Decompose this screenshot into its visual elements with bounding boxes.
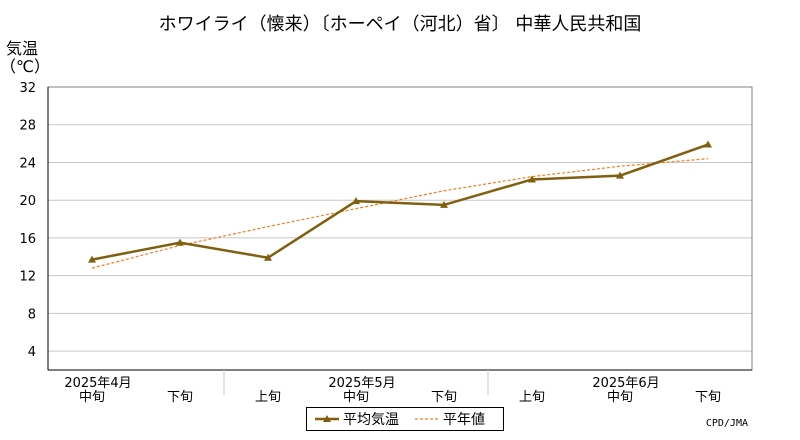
series-line-normal [91,158,709,269]
y-tick-label-12: 12 [19,270,36,285]
legend-label-normal: 平年値 [443,412,485,428]
x-axis: 中旬 下旬 上旬 中旬 下旬 上旬 中旬 下旬 2025年4月 2025年5月 2025年6月 [64,370,721,405]
legend-item-average: 平均気温 [315,409,399,429]
data-point-average-6 [616,171,624,179]
y-tick-label-4: 4 [28,345,36,360]
data-point-average-3 [352,197,360,205]
series-line-average [91,143,709,261]
series-group [88,140,712,269]
y-tick-label-8: 8 [28,307,36,322]
y-tick-label-24: 24 [19,156,36,171]
y-tick-label-32: 32 [19,81,36,96]
data-point-average-5 [528,175,536,183]
y-axis-label: 気温 （℃） [0,39,50,76]
data-point-average-2 [264,253,272,261]
legend: 平均気温 平年値 [306,407,504,431]
legend-item-normal: 平年値 [415,409,485,429]
grid-lines [48,124,752,352]
legend-label-average: 平均気温 [343,412,399,428]
y-axis-label-line2: （℃） [0,57,50,76]
x-tick-label-0: 中旬 [79,390,105,405]
chart-title: ホワイライ（懐来）〔ホーペイ（河北）省〕 中華人民共和国 [158,14,642,35]
x-tick-label-5: 上旬 [519,390,545,405]
x-tick-label-3: 中旬 [343,390,369,405]
y-tick-label-28: 28 [19,119,36,134]
y-axis: 4 8 12 16 20 24 28 32 [19,81,752,371]
x-tick-label-4: 下旬 [431,390,457,405]
plot-frame [47,86,753,371]
x-month-label-0: 2025年4月 [64,376,131,391]
credit-text: CPD/JMA [705,418,748,429]
legend-marker-normal [415,418,439,420]
x-tick-label-7: 下旬 [695,390,721,405]
y-axis-label-line1: 気温 [5,39,38,58]
legend-marker-average [315,415,339,422]
y-tick-label-16: 16 [19,232,36,247]
x-tick-label-2: 上旬 [255,390,281,405]
data-point-average-7 [704,140,712,148]
data-point-average-1 [176,238,184,246]
x-tick-label-6: 中旬 [607,390,633,405]
data-point-average-4 [440,200,448,208]
x-tick-label-1: 下旬 [167,390,193,405]
data-point-average-0 [88,255,96,263]
x-month-label-1: 2025年5月 [328,376,395,391]
y-tick-label-20: 20 [19,194,36,209]
x-month-label-2: 2025年6月 [592,376,659,391]
